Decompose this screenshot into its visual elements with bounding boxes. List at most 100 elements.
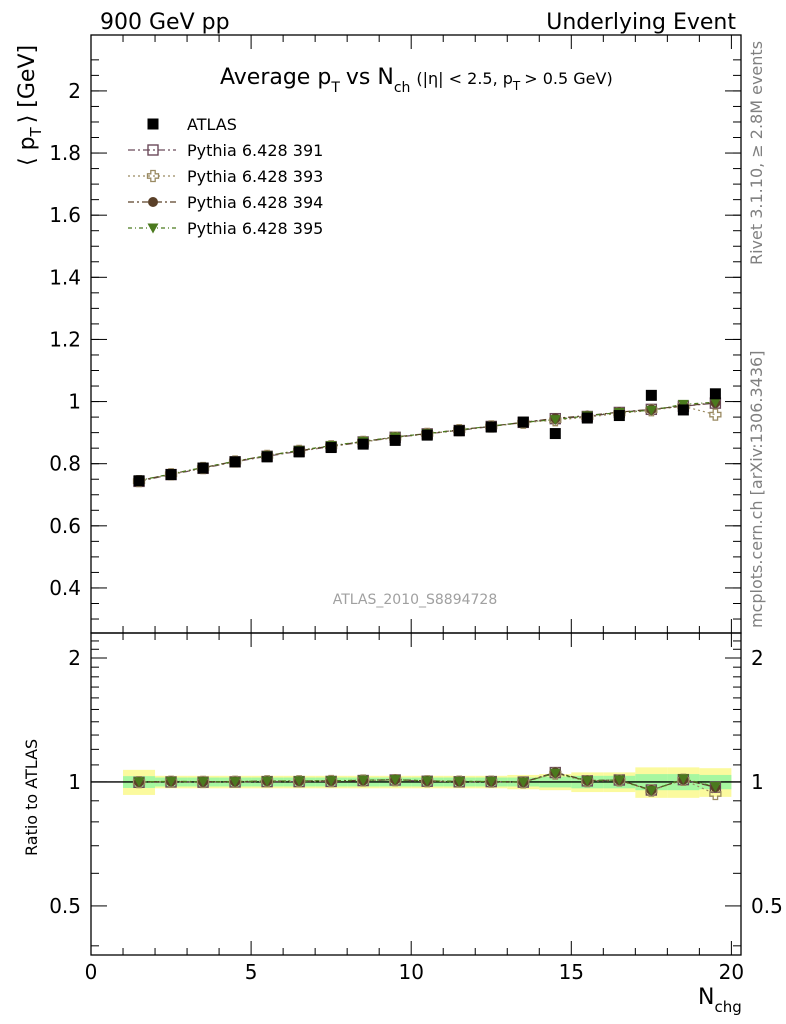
point-atlas: [133, 475, 145, 487]
point-393: [709, 408, 722, 421]
ratio-point-395: [133, 777, 145, 788]
plot-title: Average pT vs Nch (|η| < 2.5, pT > 0.5 GeV): [220, 65, 613, 96]
point-atlas: [421, 429, 433, 441]
point-atlas: [261, 451, 273, 463]
title-vs-sub: ch: [394, 80, 411, 96]
point-atlas: [485, 421, 497, 433]
ratio-point-395: [613, 775, 625, 786]
main-y-tick-label: 1.2: [49, 327, 81, 351]
ylabel-open: ⟨ p: [15, 136, 40, 166]
xlabel-sub: chg: [714, 998, 741, 1016]
legend-entry: ATLAS: [147, 115, 237, 134]
ratio-y-tick-label-right: 1: [751, 770, 764, 794]
legend-label: Pythia 6.428 395: [187, 219, 323, 238]
point-atlas: [389, 434, 401, 446]
point-atlas: [613, 410, 625, 422]
point-atlas: [229, 456, 241, 468]
ratio-y-tick-label: 1: [68, 770, 81, 794]
legend-label: Pythia 6.428 391: [187, 141, 323, 160]
main-y-tick-label: 0.4: [49, 576, 81, 600]
header-left: 900 GeV pp: [100, 10, 230, 35]
x-axis-label: Nchg: [698, 985, 742, 1016]
xlabel-main: N: [698, 985, 714, 1010]
ratio-point-395: [325, 776, 337, 787]
title-cuts-b: > 0.5 GeV): [524, 69, 612, 88]
legend-label: ATLAS: [187, 115, 237, 134]
point-atlas: [581, 412, 593, 424]
analysis-id-watermark: ATLAS_2010_S8894728: [333, 592, 498, 608]
legend-label: Pythia 6.428 394: [187, 193, 323, 212]
main-y-tick-label: 1: [68, 390, 81, 414]
title-cuts-a: (|η| < 2.5, p: [416, 69, 513, 88]
ratio-point-395: [645, 786, 657, 797]
legend-marker: [147, 118, 159, 130]
title-cuts-sub: T: [512, 79, 521, 93]
main-y-tick-label: 2: [68, 79, 81, 103]
main-y-tick-label: 1.4: [49, 265, 81, 289]
main-y-tick-label: 1.6: [49, 203, 81, 227]
point-atlas: [357, 438, 369, 450]
legend-entry: Pythia 6.428 391: [128, 141, 323, 160]
series-line-395: [138, 401, 716, 482]
point-atlas: [197, 462, 209, 474]
ratio-y-tick-label-right: 0.5: [751, 894, 783, 918]
ratio-point-395: [421, 776, 433, 787]
ratio-point-395: [485, 776, 497, 787]
series-line-393: [138, 405, 716, 482]
ratio-point-395: [549, 768, 561, 779]
legend-marker: [146, 169, 160, 183]
point-atlas: [645, 389, 657, 401]
title-main: Average p: [220, 65, 331, 90]
ratio-point-395: [581, 776, 593, 787]
x-tick-label: 5: [245, 960, 258, 984]
ratio-point-395: [293, 776, 305, 787]
series-line-394: [138, 402, 716, 482]
ratio-point-395: [677, 774, 689, 785]
main-y-tick-label: 0.8: [49, 452, 81, 476]
legend-marker: [148, 197, 158, 207]
ratio-frame: [90, 632, 742, 956]
ratio-y-tick-label: 2: [68, 646, 81, 670]
x-tick-label: 20: [719, 960, 744, 984]
point-395: [645, 405, 657, 416]
point-atlas: [677, 404, 689, 416]
point-atlas: [293, 446, 305, 458]
ratio-point-395: [165, 776, 177, 787]
title-main-sub: T: [330, 80, 340, 96]
main-panel: 0.4 0.6 0.8 1 1.2 1.4 1.6 1.8 2: [49, 34, 742, 634]
x-tick-label: 10: [398, 960, 423, 984]
header-right: Underlying Event: [546, 10, 736, 35]
point-atlas: [709, 388, 721, 400]
ratio-y-tick-label: 0.5: [49, 894, 81, 918]
ratio-point-395: [709, 782, 721, 793]
rivet-version-text: Rivet 3.1.10, ≥ 2.8M events: [747, 41, 766, 265]
ratio-point-395: [389, 775, 401, 786]
point-atlas: [517, 416, 529, 428]
x-tick-label: 15: [559, 960, 584, 984]
point-395: [709, 397, 721, 408]
ratio-point-395: [229, 777, 241, 788]
legend-marker: [147, 223, 159, 234]
point-atlas: [453, 425, 465, 437]
ratio-point-395: [357, 775, 369, 786]
point-395: [549, 415, 561, 426]
point-atlas: [325, 442, 337, 454]
legend-label: Pythia 6.428 393: [187, 167, 323, 186]
legend-marker: [147, 144, 159, 156]
ratio-point-395: [261, 776, 273, 787]
legend-entry: Pythia 6.428 393: [128, 167, 323, 186]
ratio-y-tick-label-right: 2: [751, 646, 764, 670]
title-vs: vs N: [346, 65, 394, 90]
ylabel-sub: T: [27, 126, 45, 137]
main-y-axis-label: ⟨ pT ⟩ [GeV]: [15, 45, 45, 166]
legend-entry: Pythia 6.428 394: [128, 193, 323, 212]
mcplots-reference-text: mcplots.cern.ch [arXiv:1306.3436]: [747, 351, 766, 628]
ratio-point-393: [709, 787, 722, 801]
ratio-point-395: [453, 776, 465, 787]
ratio-point-395: [197, 777, 209, 788]
point-atlas: [165, 469, 177, 481]
legend-entry: Pythia 6.428 395: [128, 219, 323, 238]
point-atlas: [549, 428, 561, 440]
